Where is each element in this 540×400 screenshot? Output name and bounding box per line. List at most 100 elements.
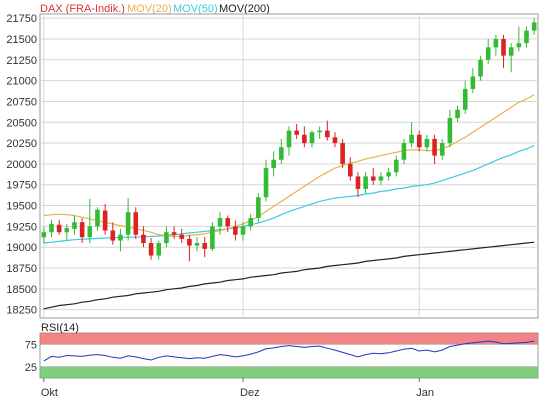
candle-body	[416, 134, 422, 148]
candle-body	[386, 172, 391, 177]
candle-body	[462, 88, 468, 110]
candle-body	[470, 76, 476, 89]
y-tick-label: 21500	[6, 34, 37, 46]
candle-body	[447, 118, 453, 144]
candle-body	[409, 134, 414, 144]
mov20-line	[43, 94, 535, 237]
legend-mov200: MOV(200)	[219, 3, 270, 15]
mov200-line	[43, 241, 535, 310]
y-tick-label: 18250	[6, 305, 37, 317]
rsi-line	[43, 340, 535, 362]
candle-body	[248, 218, 253, 227]
rsi-label: RSI(14)	[41, 322, 79, 334]
candle-body	[286, 130, 292, 148]
candle-body	[524, 30, 529, 44]
candle-body	[370, 176, 376, 181]
candle-body	[164, 232, 169, 244]
candle-body	[217, 218, 223, 227]
candle-body	[340, 143, 345, 164]
y-tick-label: 19250	[6, 221, 37, 233]
y-tick-label: 21000	[6, 76, 37, 88]
rsi-panel: 25 75 RSI(14)	[25, 322, 539, 379]
y-tick-label: 20000	[6, 159, 37, 171]
rsi-oversold-zone	[40, 366, 538, 378]
candle-body	[125, 212, 131, 235]
candle-body	[508, 47, 514, 56]
y-tick-label: 21250	[6, 55, 37, 67]
candle-body	[332, 137, 338, 144]
candle-body	[302, 134, 307, 144]
candle-body	[79, 222, 85, 238]
x-tick-label: Okt	[41, 387, 58, 399]
candle-body	[56, 224, 62, 233]
y-tick-label: 20500	[6, 117, 37, 129]
legend: DAX (FRA-Indik.) MOV(20) MOV(50) MOV(200…	[40, 3, 270, 15]
rsi-overbought-zone	[40, 333, 538, 345]
candle-body	[133, 212, 139, 235]
candle-body	[225, 218, 231, 227]
main-panel: 18250 18500 18750 19000 19250 19500 19750 20000…	[6, 13, 539, 319]
candle-body	[271, 159, 276, 169]
y-tick-label: 20750	[6, 96, 37, 108]
candle-body	[432, 138, 437, 156]
x-tick-label: Jan	[416, 387, 434, 399]
x-axis: Okt Dez Jan	[41, 378, 434, 399]
candle-body	[279, 147, 284, 160]
mov50-line	[43, 145, 535, 244]
candle-body	[516, 43, 522, 48]
y-tick-label: 20250	[6, 138, 37, 150]
candle-body	[102, 210, 108, 231]
candle-body	[148, 243, 154, 256]
candle-body	[439, 143, 445, 156]
candle-body	[263, 168, 269, 198]
candle-body	[309, 132, 315, 144]
candle-body	[485, 47, 491, 60]
candle-body	[49, 223, 54, 233]
candle-body	[478, 59, 483, 77]
candle-body	[179, 234, 185, 239]
candle-body	[141, 234, 146, 244]
candle-body	[531, 22, 537, 31]
rsi-tick-label: 25	[25, 362, 37, 374]
candle-body	[347, 163, 353, 177]
x-tick-label: Dez	[240, 387, 260, 399]
candle-body	[240, 226, 246, 235]
candle-body	[455, 109, 460, 119]
y-tick-label: 18750	[6, 263, 37, 275]
candle-body	[110, 230, 116, 241]
candle-body	[256, 197, 261, 219]
candle-body	[363, 176, 368, 189]
candle-body	[493, 38, 499, 48]
candle-body	[393, 159, 399, 173]
y-tick-label: 19750	[6, 180, 37, 192]
y-tick-label: 18500	[6, 284, 37, 296]
candle-body	[171, 232, 177, 235]
main-plot-frame	[39, 13, 539, 319]
candle-body	[424, 138, 430, 148]
legend-mov50: MOV(50)	[173, 3, 218, 15]
candle-body	[294, 130, 299, 135]
candle-body	[378, 176, 384, 181]
candle-body	[187, 238, 192, 246]
y-tick-label: 21750	[6, 13, 37, 25]
candle-body	[87, 226, 93, 238]
candle-body	[501, 38, 506, 56]
y-tick-label: 19000	[6, 242, 37, 254]
candle-body	[355, 176, 361, 189]
candle-body	[118, 234, 123, 241]
candle-body	[95, 209, 100, 227]
candle-body	[233, 226, 238, 235]
candle-body	[64, 228, 70, 233]
legend-dax: DAX (FRA-Indik.)	[40, 3, 125, 15]
y-tick-label: 19500	[6, 201, 37, 213]
candle-body	[41, 232, 47, 238]
candle-body	[317, 130, 322, 133]
rsi-tick-label: 75	[25, 339, 37, 351]
legend-mov20: MOV(20)	[127, 3, 172, 15]
candle-body	[202, 243, 208, 249]
candle-body	[401, 143, 407, 160]
candle-body	[194, 243, 200, 246]
candle-body	[325, 130, 330, 138]
candle-body	[72, 222, 77, 229]
